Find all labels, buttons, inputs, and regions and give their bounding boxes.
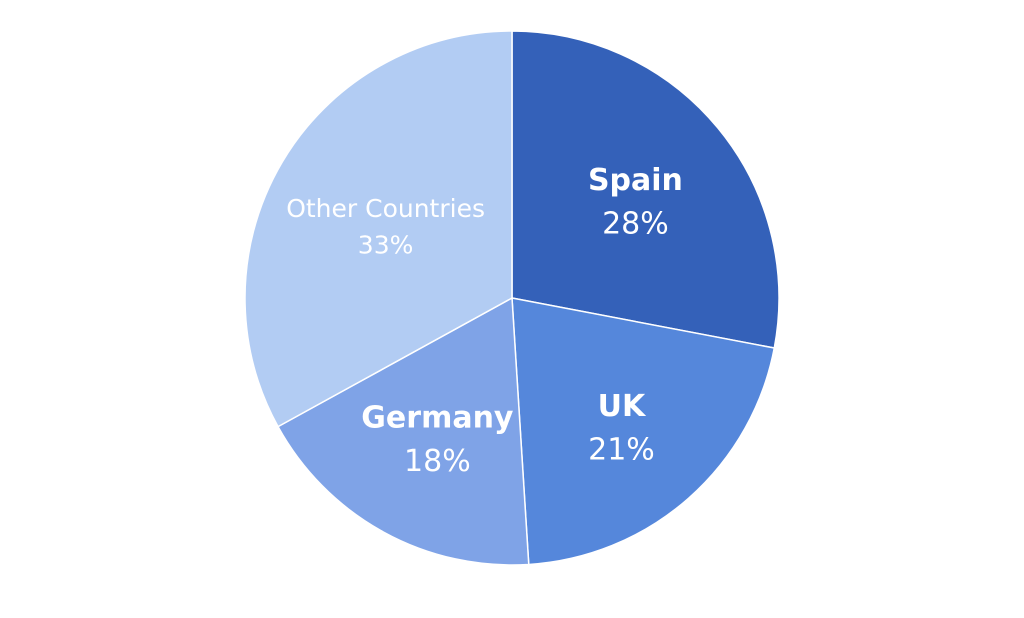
slice-label: Germany [361,401,514,436]
pie-slice-germany [277,296,530,566]
slice-label: Spain [588,163,683,198]
slice-label: Other Countries [286,194,485,223]
slice-label: UK [598,389,647,424]
slice-percent-label: 28% [602,206,669,241]
slice-percent-label: 18% [404,444,471,479]
slice-percent-label: 21% [588,433,655,468]
pie-slice-spain [511,30,780,349]
slice-percent-label: 33% [358,230,414,259]
pie-slice-other-countries [244,30,513,428]
pie-slice-uk [511,297,776,566]
